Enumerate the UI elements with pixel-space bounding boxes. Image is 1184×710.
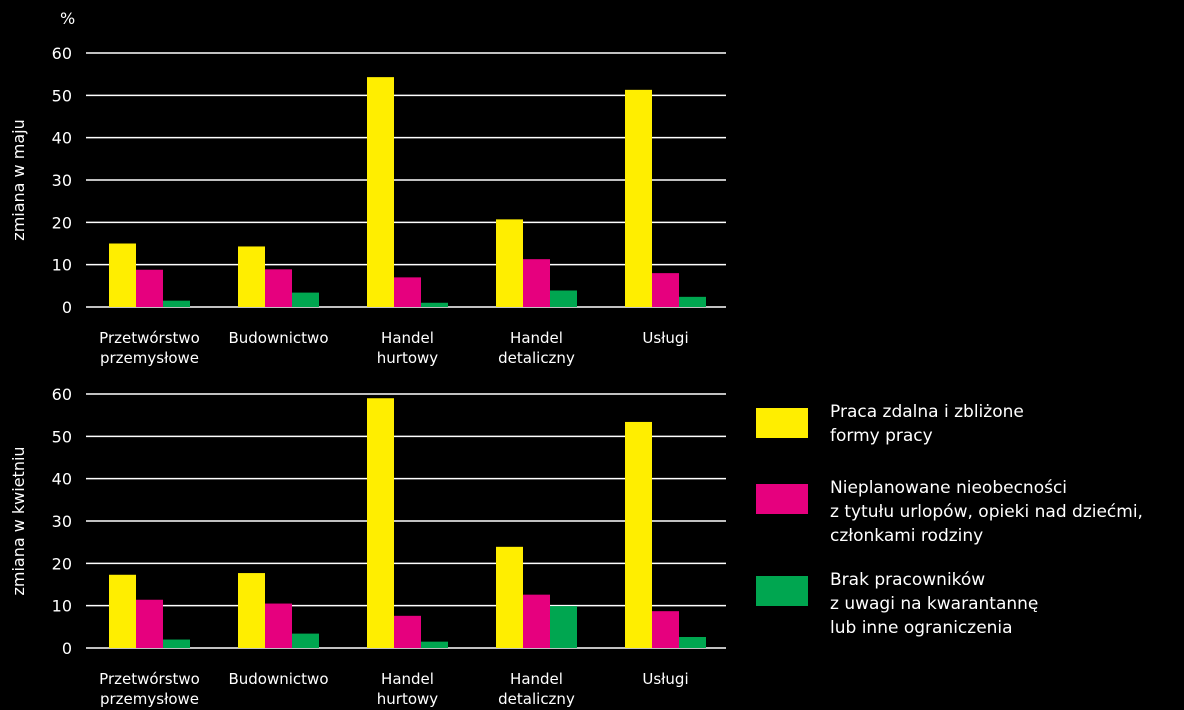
legend-label-line: z tytułu urlopów, opieki nad dziećmi, bbox=[830, 502, 1143, 522]
category-label: Przetwórstwo bbox=[99, 329, 200, 347]
bar bbox=[421, 641, 448, 648]
unit-label: % bbox=[60, 9, 75, 28]
legend-item-nieobecnosci: Nieplanowane nieobecności z tytułu urlop… bbox=[756, 476, 1180, 548]
bar bbox=[109, 243, 136, 307]
y-tick-label: 20 bbox=[52, 554, 72, 573]
category-label: Handel bbox=[381, 329, 434, 347]
y-tick-label: 60 bbox=[52, 385, 72, 404]
bar bbox=[292, 633, 319, 648]
y-axis-title: zmiana w kwietniu bbox=[9, 446, 28, 595]
bar bbox=[523, 259, 550, 307]
bar bbox=[238, 246, 265, 307]
bar bbox=[625, 421, 652, 648]
category-label: przemysłowe bbox=[100, 690, 199, 708]
bar bbox=[265, 269, 292, 307]
bar bbox=[238, 573, 265, 648]
category-label: Budownictwo bbox=[228, 670, 328, 688]
legend-item-praca-zdalna: Praca zdalna i zbliżone formy pracy bbox=[756, 400, 1180, 448]
y-tick-label: 30 bbox=[52, 512, 72, 531]
bar bbox=[625, 89, 652, 307]
y-tick-label: 30 bbox=[52, 171, 72, 190]
bar bbox=[163, 639, 190, 648]
y-tick-label: 0 bbox=[62, 298, 72, 317]
bar bbox=[109, 574, 136, 648]
bar bbox=[421, 302, 448, 307]
bar bbox=[523, 594, 550, 648]
legend-label: Nieplanowane nieobecności z tytułu urlop… bbox=[830, 476, 1180, 548]
category-label: Usługi bbox=[642, 329, 688, 347]
category-label: detaliczny bbox=[498, 690, 575, 708]
y-tick-label: 40 bbox=[52, 470, 72, 489]
category-label: detaliczny bbox=[498, 349, 575, 367]
y-tick-label: 10 bbox=[52, 597, 72, 616]
category-label: hurtowy bbox=[377, 349, 439, 367]
legend-label-line: lub inne ograniczenia bbox=[830, 618, 1013, 638]
legend-item-brak-pracownikow: Brak pracowników z uwagi na kwarantannę … bbox=[756, 568, 1180, 640]
bar bbox=[550, 606, 577, 648]
bar bbox=[679, 636, 706, 648]
bar bbox=[367, 398, 394, 648]
legend-label-line: Nieplanowane nieobecności bbox=[830, 478, 1068, 498]
legend-label-line: członkami rodziny bbox=[830, 526, 984, 546]
bar bbox=[265, 603, 292, 648]
legend-swatch-magenta bbox=[756, 484, 808, 514]
category-label: przemysłowe bbox=[100, 349, 199, 367]
legend-label: Brak pracowników z uwagi na kwarantannę … bbox=[830, 568, 1180, 640]
category-label: hurtowy bbox=[377, 690, 439, 708]
bar bbox=[136, 269, 163, 307]
bar bbox=[496, 219, 523, 307]
y-tick-label: 0 bbox=[62, 639, 72, 658]
legend-label-line: Praca zdalna i zbliżone bbox=[830, 402, 1024, 422]
bar bbox=[496, 546, 523, 648]
category-label: Handel bbox=[510, 329, 563, 347]
y-tick-label: 50 bbox=[52, 427, 72, 446]
legend-swatch-green bbox=[756, 576, 808, 606]
legend-label-line: z uwagi na kwarantannę bbox=[830, 594, 1039, 614]
legend-label-line: formy pracy bbox=[830, 426, 933, 446]
y-tick-label: 50 bbox=[52, 86, 72, 105]
bar bbox=[367, 77, 394, 307]
bar bbox=[652, 611, 679, 648]
legend-swatch-yellow bbox=[756, 408, 808, 438]
y-tick-label: 10 bbox=[52, 256, 72, 275]
y-tick-label: 60 bbox=[52, 44, 72, 63]
bar bbox=[394, 615, 421, 648]
bar bbox=[652, 273, 679, 307]
y-tick-label: 40 bbox=[52, 129, 72, 148]
legend-label: Praca zdalna i zbliżone formy pracy bbox=[830, 400, 1180, 448]
bar bbox=[550, 290, 577, 307]
bar bbox=[163, 300, 190, 307]
category-label: Usługi bbox=[642, 670, 688, 688]
category-label: Przetwórstwo bbox=[99, 670, 200, 688]
y-tick-label: 20 bbox=[52, 213, 72, 232]
category-label: Handel bbox=[510, 670, 563, 688]
y-axis-title: zmiana w maju bbox=[9, 119, 28, 240]
bar bbox=[292, 292, 319, 307]
legend-label-line: Brak pracowników bbox=[830, 570, 986, 590]
category-label: Budownictwo bbox=[228, 329, 328, 347]
bar bbox=[394, 277, 421, 307]
bar bbox=[679, 296, 706, 307]
category-label: Handel bbox=[381, 670, 434, 688]
bar bbox=[136, 599, 163, 648]
